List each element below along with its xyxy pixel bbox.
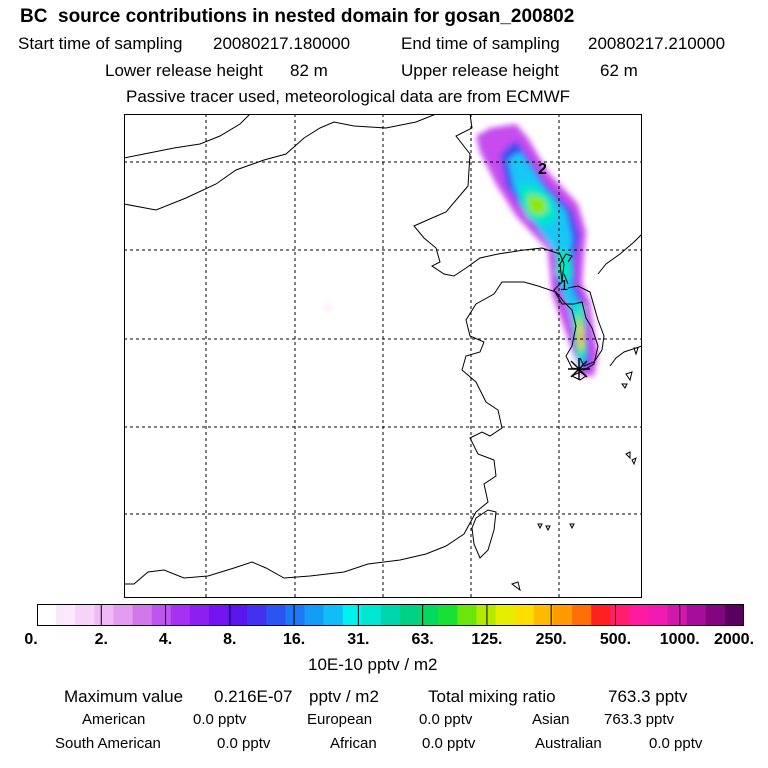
colorbar-swatch <box>380 604 401 626</box>
colorbar-tick-label: 125. <box>471 631 503 648</box>
region-asian-value: 763.3 pptv <box>604 711 675 728</box>
colorbar-swatch <box>457 604 477 626</box>
colorbar-tick-label: 1000. <box>659 631 700 648</box>
region-african-label: African <box>330 735 377 752</box>
colorbar-swatch <box>495 604 515 626</box>
field-level-orange <box>580 330 583 344</box>
korea-coast <box>567 285 605 367</box>
colorbar-swatch <box>438 604 458 626</box>
start-time-value: 20080217.180000 <box>213 34 351 53</box>
colorbar-swatch <box>476 604 496 626</box>
contour-label-1: 1 <box>560 277 568 294</box>
max-value-label: Maximum value <box>64 687 184 706</box>
colorbar-swatch <box>629 604 649 626</box>
taiwan <box>471 509 497 559</box>
colorbar-tick-label: 2. <box>94 631 108 648</box>
map-frame <box>124 114 642 598</box>
colorbar-swatch <box>75 604 95 626</box>
map-plot: 2 1 <box>124 114 642 598</box>
colorbar-swatch <box>342 604 363 626</box>
colorbar-tick-label: 8. <box>223 631 237 648</box>
colorbar-swatch <box>361 604 382 626</box>
end-time-label: End time of sampling <box>401 34 560 53</box>
colorbar-unit: 10E-10 pptv / m2 <box>308 655 438 674</box>
coastlines <box>124 114 642 592</box>
contour-label-2: 2 <box>538 161 547 178</box>
colorbar-tick-label: 31. <box>347 631 370 648</box>
colorbar-swatch <box>572 604 592 626</box>
colorbar-swatch <box>667 604 687 626</box>
colorbar-swatch <box>686 604 707 626</box>
colorbar-tick-label: 250. <box>535 631 567 648</box>
colorbar-tick-label: 4. <box>158 631 173 648</box>
tracer-note: Passive tracer used, meteorological data… <box>126 87 571 106</box>
colorbar-tick-label: 16. <box>282 631 306 648</box>
end-time-value: 20080217.210000 <box>588 34 726 53</box>
colorbar-swatch <box>208 604 229 626</box>
colorbar-tick-label: 2000. <box>713 631 755 648</box>
grid-lines <box>124 114 642 598</box>
colorbar-swatch <box>648 604 668 626</box>
colorbar-swatch <box>285 604 305 626</box>
colorbar-swatch <box>533 604 554 626</box>
field-level-green <box>528 194 584 352</box>
max-value: 0.216E-07 <box>214 687 293 706</box>
max-value-unit: pptv / m2 <box>309 687 379 706</box>
lower-height-label: Lower release height <box>105 61 263 80</box>
region-south-american-value: 0.0 pptv <box>217 735 271 752</box>
field-speck <box>326 306 330 310</box>
colorbar-swatch <box>514 604 535 626</box>
total-mixing-label: Total mixing ratio <box>428 687 556 706</box>
colorbar-swatch <box>170 604 191 626</box>
colorbar <box>37 604 744 626</box>
colorbar-swatch <box>400 604 420 626</box>
colorbar-swatch <box>113 604 133 626</box>
colorbar-swatch <box>56 604 76 626</box>
colorbar-swatch <box>132 604 152 626</box>
colorbar-swatch <box>94 604 114 626</box>
colorbar-swatch <box>266 604 286 626</box>
region-south-american-label: South American <box>55 735 161 752</box>
region-african-value: 0.0 pptv <box>422 735 476 752</box>
colorbar-frame <box>37 604 744 626</box>
total-mixing-value: 763.3 pptv <box>608 687 688 706</box>
colorbar-swatch <box>151 604 172 626</box>
upper-height-value: 62 m <box>600 61 638 80</box>
colorbar-swatch <box>610 604 630 626</box>
colorbar-swatch <box>37 604 57 626</box>
colorbar-swatch <box>189 604 210 626</box>
colorbar-tick-label: 500. <box>599 631 632 648</box>
region-asian-label: Asian <box>532 711 570 728</box>
region-australian-label: Australian <box>535 735 602 752</box>
region-european-value: 0.0 pptv <box>419 711 473 728</box>
chart-title: BC source contributions in nested domain… <box>20 6 575 27</box>
colorbar-swatch <box>247 604 267 626</box>
colorbar-swatch <box>552 604 573 626</box>
region-american-label: American <box>82 711 146 728</box>
region-american-value: 0.0 pptv <box>193 711 247 728</box>
colorbar-swatch <box>304 604 324 626</box>
lower-height-value: 82 m <box>290 61 328 80</box>
receptor-star-icon <box>568 358 590 380</box>
colorbar-swatch <box>705 604 726 626</box>
colorbar-swatch <box>419 604 439 626</box>
region-european-label: European <box>307 711 373 728</box>
upper-height-label: Upper release height <box>401 61 559 80</box>
colorbar-tick-label: 0. <box>24 631 38 648</box>
region-australian-value: 0.0 pptv <box>649 735 703 752</box>
colorbar-tick-label: 63. <box>411 631 434 648</box>
colorbar-swatch <box>724 604 744 626</box>
contour-lines <box>559 253 573 285</box>
concentration-field <box>326 124 598 376</box>
colorbar-swatch <box>591 604 611 626</box>
start-time-label: Start time of sampling <box>18 34 183 53</box>
field-level-purple <box>476 124 598 376</box>
colorbar-swatch <box>228 604 248 626</box>
colorbar-swatch <box>323 604 344 626</box>
